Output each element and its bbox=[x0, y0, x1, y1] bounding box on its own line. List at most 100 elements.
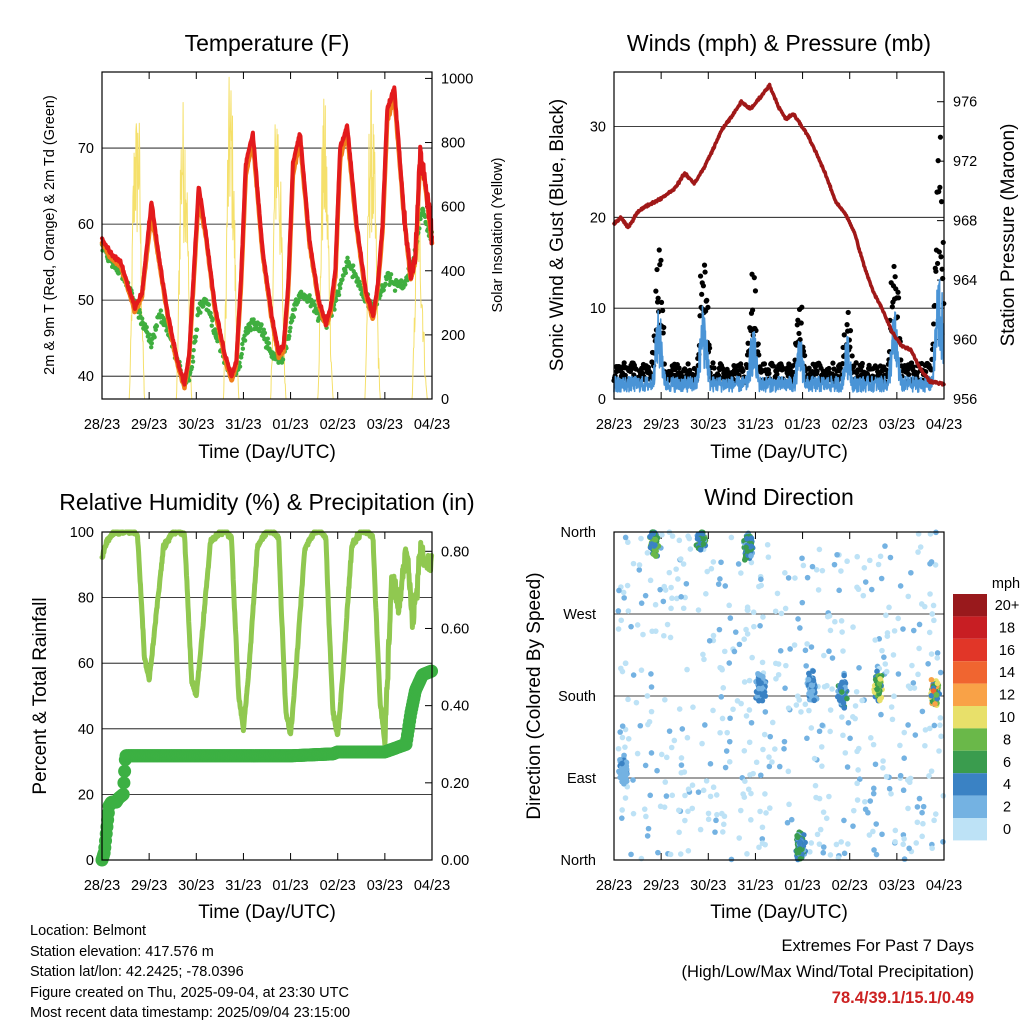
direction-point bbox=[637, 722, 644, 729]
direction-point bbox=[677, 851, 684, 857]
direction-point bbox=[759, 659, 766, 666]
direction-point bbox=[658, 751, 665, 758]
gust-point bbox=[934, 260, 941, 267]
direction-point bbox=[652, 628, 659, 634]
direction-point bbox=[778, 610, 785, 617]
direction-point bbox=[867, 798, 874, 804]
direction-point bbox=[814, 831, 821, 838]
gust-point bbox=[654, 266, 660, 273]
direction-point bbox=[850, 807, 857, 814]
direction-point bbox=[806, 707, 812, 714]
dewpoint-point bbox=[332, 307, 337, 312]
direction-point bbox=[803, 663, 809, 669]
direction-point bbox=[841, 817, 847, 824]
direction-point bbox=[703, 591, 709, 597]
dewpoint-point bbox=[248, 327, 253, 333]
gust-point bbox=[799, 304, 805, 310]
direction-point bbox=[717, 576, 723, 582]
y-tick-label-right: 0.60 bbox=[441, 621, 469, 637]
direction-point bbox=[777, 648, 784, 654]
direction-point bbox=[750, 609, 757, 616]
direction-point bbox=[748, 719, 755, 726]
direction-point bbox=[872, 637, 878, 643]
legend-label: 8 bbox=[1003, 732, 1011, 748]
direction-point bbox=[829, 655, 836, 661]
temperature-title: Temperature (F) bbox=[185, 30, 350, 56]
gust-point bbox=[738, 361, 744, 367]
direction-point bbox=[625, 539, 631, 546]
direction-point bbox=[930, 602, 937, 609]
gust-point bbox=[656, 247, 662, 253]
direction-point bbox=[741, 557, 748, 563]
direction-point bbox=[929, 611, 936, 617]
direction-point bbox=[809, 563, 816, 570]
direction-point bbox=[630, 777, 636, 783]
direction-point bbox=[917, 544, 924, 550]
dewpoint-point bbox=[242, 338, 248, 343]
direction-point bbox=[760, 614, 766, 620]
direction-point bbox=[748, 543, 754, 550]
direction-point bbox=[716, 626, 723, 633]
direction-point bbox=[746, 739, 753, 746]
gust-point bbox=[853, 360, 859, 366]
direction-point bbox=[820, 849, 827, 856]
legend-swatch bbox=[953, 773, 987, 796]
dewpoint-point bbox=[388, 272, 394, 277]
direction-point bbox=[671, 737, 678, 744]
direction-point bbox=[937, 669, 944, 676]
direction-point bbox=[661, 804, 668, 810]
direction-point bbox=[634, 622, 641, 628]
direction-point bbox=[937, 715, 944, 721]
dewpoint-point bbox=[210, 316, 216, 322]
direction-point bbox=[938, 733, 944, 740]
direction-point bbox=[728, 534, 735, 541]
gust-point bbox=[766, 370, 772, 376]
y-tick-label-right: 972 bbox=[953, 154, 977, 170]
legend-swatch bbox=[953, 683, 987, 706]
dewpoint-point bbox=[193, 338, 198, 344]
x-tick-label: 04/23 bbox=[414, 417, 450, 433]
direction-point bbox=[926, 725, 933, 732]
direction-point bbox=[624, 582, 631, 589]
direction-point bbox=[667, 851, 674, 858]
direction-point bbox=[736, 835, 743, 841]
direction-point bbox=[840, 732, 846, 739]
direction-point bbox=[678, 769, 685, 776]
direction-point bbox=[762, 693, 769, 699]
direction-point bbox=[676, 829, 682, 836]
direction-point bbox=[737, 807, 744, 814]
gust-point bbox=[889, 304, 895, 310]
legend-swatch bbox=[953, 594, 987, 617]
direction-point bbox=[934, 655, 941, 661]
direction-point bbox=[802, 647, 809, 654]
plot-frame bbox=[613, 71, 945, 400]
direction-point bbox=[748, 559, 755, 566]
direction-point bbox=[890, 652, 897, 658]
y-tick-label-right: 400 bbox=[441, 264, 465, 280]
gust-point bbox=[932, 302, 938, 309]
direction-point bbox=[811, 755, 818, 762]
gust-point bbox=[660, 330, 666, 336]
direction-point bbox=[794, 693, 801, 700]
x-tick-label: 01/23 bbox=[272, 878, 308, 894]
x-tick-label: 29/23 bbox=[131, 417, 167, 433]
direction-point bbox=[775, 671, 782, 678]
direction-point bbox=[878, 575, 885, 582]
direction-point bbox=[722, 764, 729, 771]
direction-point bbox=[759, 824, 766, 831]
gust-point bbox=[841, 332, 847, 338]
direction-point bbox=[727, 615, 734, 621]
direction-point bbox=[668, 584, 674, 591]
sonic-wind-line bbox=[613, 278, 945, 393]
direction-point bbox=[625, 608, 632, 614]
dewpoint-point bbox=[201, 303, 206, 309]
direction-point bbox=[793, 702, 800, 708]
y-tick-label: 30 bbox=[590, 120, 606, 136]
direction-point bbox=[615, 626, 622, 632]
direction-point bbox=[819, 722, 826, 729]
direction-point bbox=[823, 815, 830, 822]
direction-point bbox=[615, 608, 622, 614]
direction-point bbox=[675, 576, 681, 582]
x-tick-label: 01/23 bbox=[784, 417, 820, 433]
y-tick-label: 40 bbox=[78, 722, 94, 738]
